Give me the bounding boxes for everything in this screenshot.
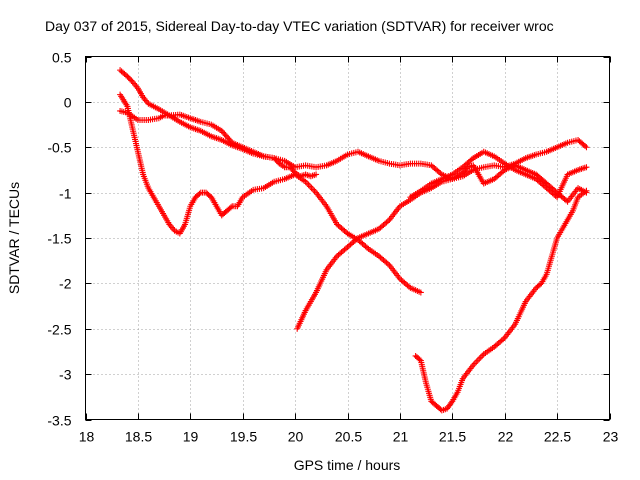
series-track-2	[117, 91, 424, 296]
y-tick-label: -1.5	[47, 231, 71, 247]
data-points	[117, 67, 590, 414]
data-point	[461, 168, 468, 175]
data-point	[271, 155, 278, 162]
x-axis: 18 18.5 19 19.5 20 20.5 21 21.5 22 22.5 23	[79, 56, 619, 445]
data-point	[583, 144, 590, 151]
y-tick-label: 0.5	[52, 50, 72, 66]
data-point	[272, 156, 279, 163]
x-tick-label: 20.5	[335, 429, 362, 445]
data-point	[125, 74, 132, 81]
y-tick-label: -3	[59, 367, 72, 383]
y-axis: 0.5 0 -0.5 -1 -1.5 -2 -2.5 -3 -3.5	[47, 50, 610, 429]
data-point	[288, 165, 295, 172]
series-track-5	[412, 187, 590, 414]
x-tick-label: 20	[288, 429, 304, 445]
x-tick-label: 19	[183, 429, 199, 445]
y-axis-label: SDTVAR / TECUs	[6, 182, 22, 294]
data-point	[462, 166, 469, 173]
data-point	[128, 77, 135, 84]
data-point	[583, 164, 590, 171]
data-point	[275, 159, 282, 166]
chart-title: Day 037 of 2015, Sidereal Day-to-day VTE…	[45, 18, 554, 34]
data-point	[196, 190, 203, 197]
x-tick-label: 19.5	[230, 429, 257, 445]
x-tick-label: 21	[393, 429, 409, 445]
y-tick-label: -0.5	[47, 140, 71, 156]
y-tick-label: -2	[59, 276, 72, 292]
x-tick-label: 23	[603, 429, 619, 445]
data-point	[416, 356, 423, 363]
data-point	[289, 166, 296, 173]
x-tick-label: 22.5	[544, 429, 571, 445]
y-tick-label: 0	[64, 95, 72, 111]
y-tick-label: -2.5	[47, 322, 71, 338]
data-point	[582, 143, 589, 150]
x-tick-label: 22	[498, 429, 514, 445]
data-point	[286, 164, 293, 171]
data-point	[313, 171, 320, 178]
y-tick-label: -1	[59, 186, 72, 202]
series-track-3	[117, 107, 320, 180]
data-point	[290, 168, 297, 175]
grid-lines	[85, 56, 610, 420]
x-tick-label: 18	[79, 429, 95, 445]
data-point	[227, 204, 234, 211]
data-point	[583, 187, 590, 194]
x-tick-label: 18.5	[125, 429, 152, 445]
x-axis-label: GPS time / hours	[294, 457, 401, 473]
data-point	[124, 73, 131, 80]
series-track-6	[407, 148, 590, 201]
x-tick-label: 21.5	[439, 429, 466, 445]
y-tick-label: -3.5	[47, 413, 71, 429]
data-point	[459, 169, 466, 176]
data-point	[127, 76, 134, 83]
data-point	[273, 157, 280, 164]
data-point	[417, 289, 424, 296]
